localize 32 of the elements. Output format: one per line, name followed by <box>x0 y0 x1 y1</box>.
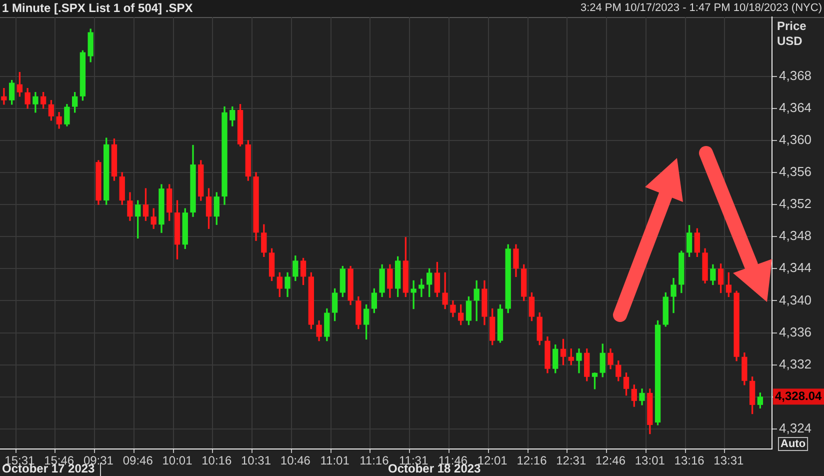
candlestick <box>1 88 7 105</box>
y-tick-label: 4,364 <box>779 100 812 115</box>
y-tick-label: 4,340 <box>779 292 812 308</box>
text: Auto <box>780 438 806 450</box>
y-tick-label: 4,352 <box>779 196 812 212</box>
y-axis-title: Price USD <box>777 19 808 49</box>
x-tick-label: 13:01 <box>634 454 666 468</box>
y-tick-label: 4,336 <box>779 324 812 340</box>
candlestick <box>410 280 416 310</box>
x-tick-label: 11:16 <box>360 454 390 468</box>
y-tick-label: 4,356 <box>779 164 812 180</box>
x-tick-label: 10:31 <box>241 454 272 468</box>
x-tick-label: 13:16 <box>674 454 705 468</box>
x-tick-label: 10:01 <box>162 454 193 468</box>
x-tick-label: 10:46 <box>280 454 311 468</box>
y-tick-label: 4,348 <box>779 228 812 244</box>
x-tick-label: 11:01 <box>320 454 350 468</box>
x-tick-label: 12:16 <box>516 454 548 468</box>
x-tick-label: 12:31 <box>556 454 586 468</box>
text: 4,328.04 <box>775 388 822 403</box>
x-tick-label: 12:46 <box>595 454 626 468</box>
x-tick-label: 13:31 <box>714 454 744 468</box>
x-tick-label: 09:46 <box>122 454 154 468</box>
chart-subtitle: 3:24 PM 10/17/2023 - 1:47 PM 10/18/2023 (NYC) <box>580 2 822 14</box>
chart-title: 1 Minute [.SPX List 1 of 504] .SPX <box>2 1 193 15</box>
y-tick-label: 4,332 <box>779 356 812 372</box>
x-tick-label: 10:16 <box>202 454 232 468</box>
y-tick-label: 4,344 <box>779 260 812 276</box>
y-tick-label: 4,324 <box>779 420 812 436</box>
y-tick-label: 4,368 <box>779 68 812 83</box>
candlestick <box>418 278 424 298</box>
y-tick-label: 4,360 <box>779 132 812 148</box>
